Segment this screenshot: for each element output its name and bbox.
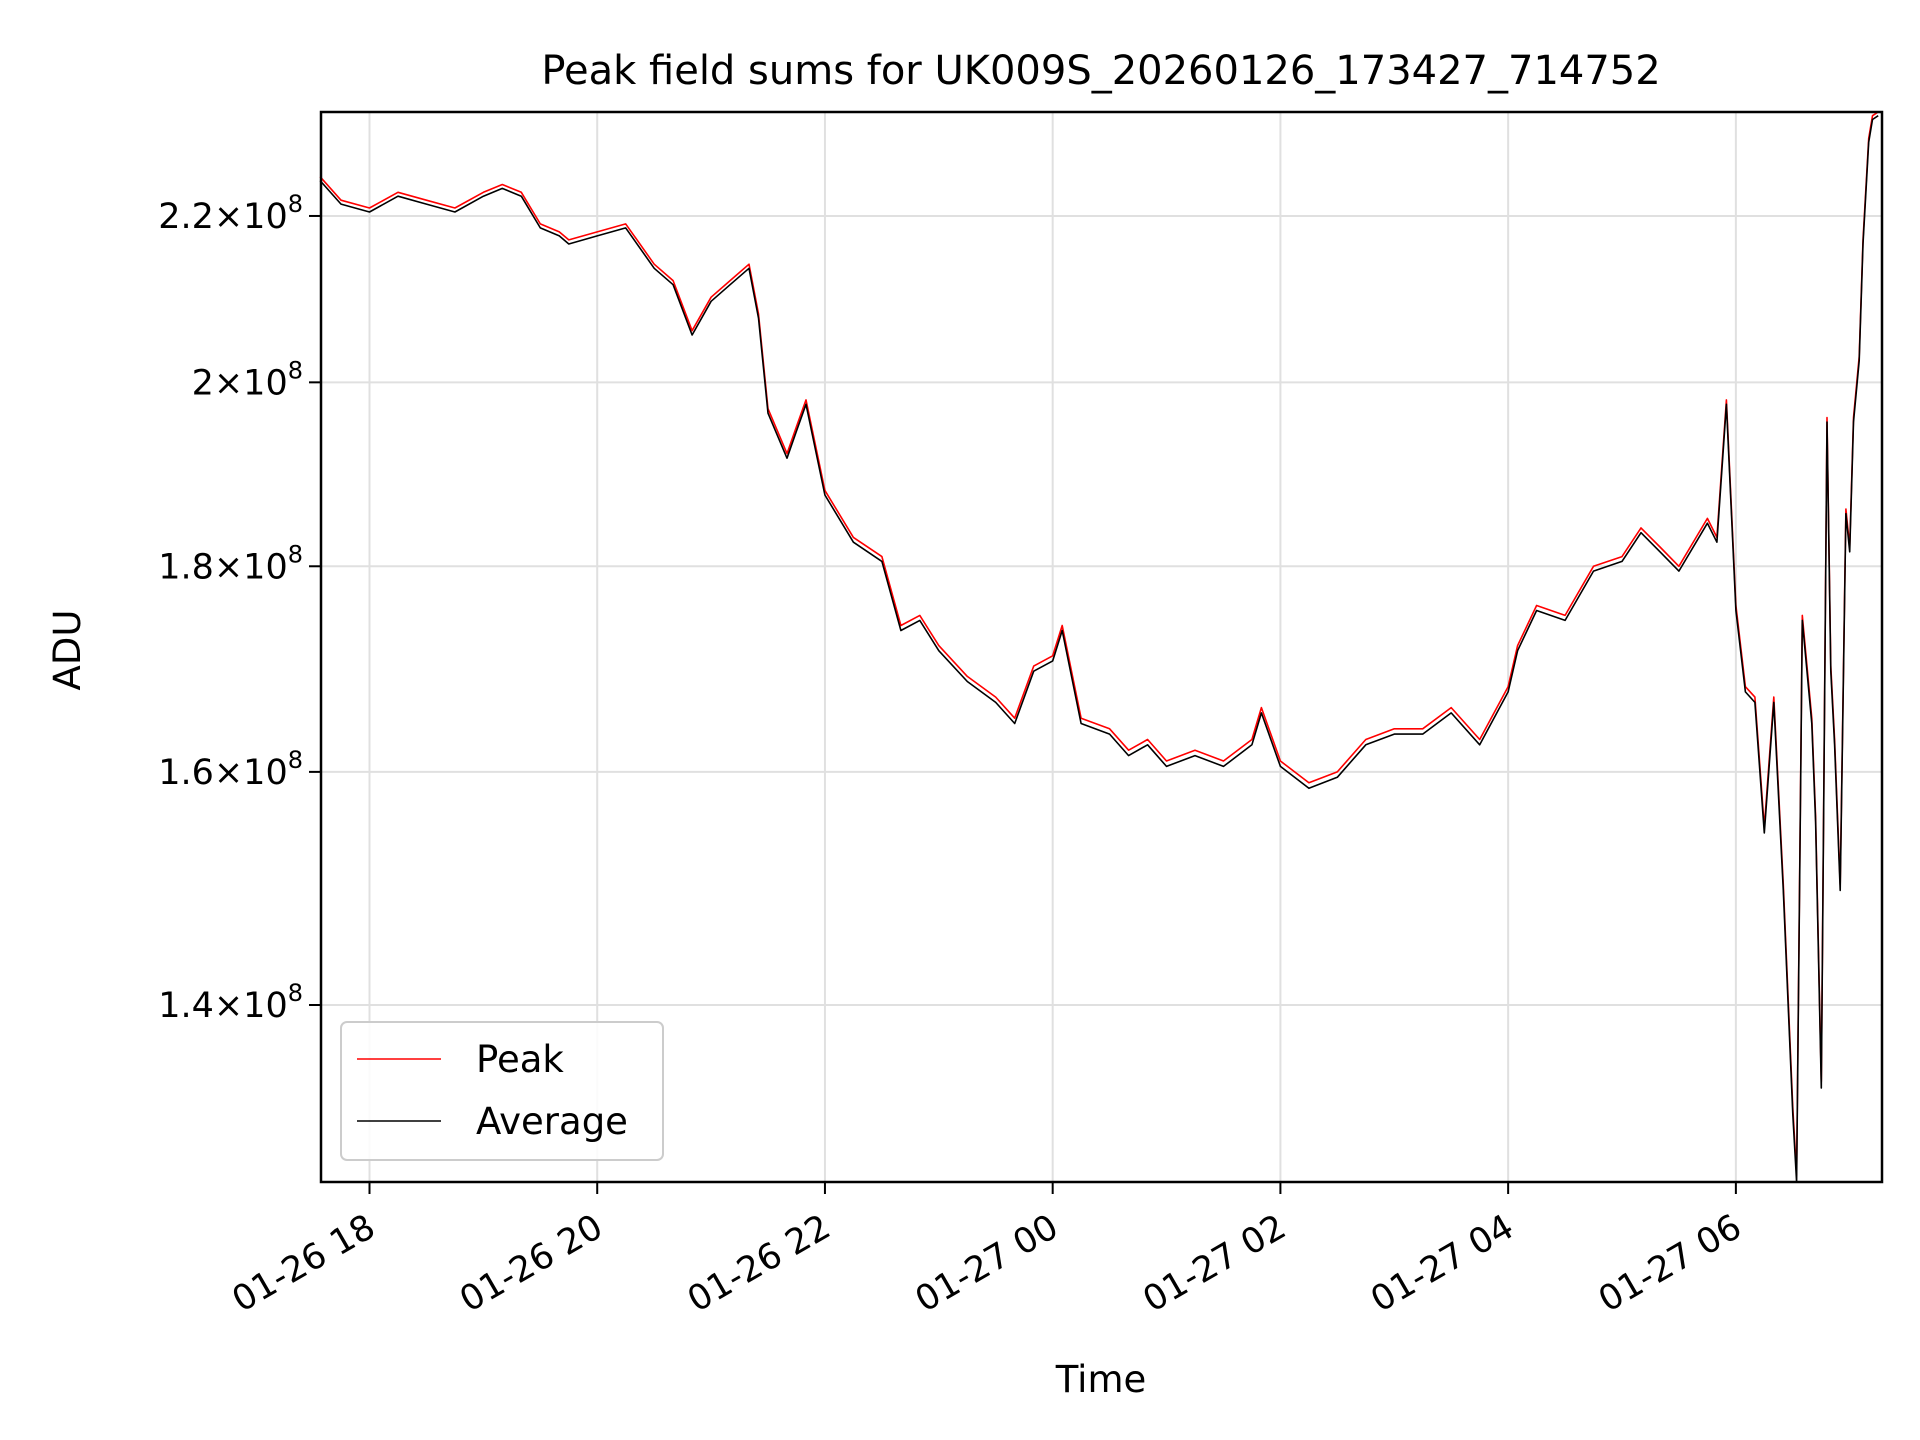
legend: Peak Average (340, 1021, 664, 1161)
series-layer (319, 111, 1879, 1183)
y-axis-label: ADU (46, 610, 89, 691)
y-tick-label: 2.2×108 (158, 190, 303, 237)
x-axis-label: Time (1055, 1358, 1147, 1401)
y-tick-label: 1.8×108 (158, 540, 303, 587)
y-tick-label: 1.4×108 (158, 979, 303, 1026)
grid (321, 112, 1882, 1182)
y-tick-label: 1.6×108 (158, 746, 303, 793)
legend-label-peak: Peak (476, 1038, 564, 1081)
y-axis: 1.4×108 1.6×108 1.8×108 2×108 2.2×108 (158, 190, 321, 1026)
chart-title: Peak field sums for UK009S_20260126_1734… (541, 48, 1660, 94)
legend-label-average: Average (476, 1100, 628, 1143)
legend-box (340, 1021, 664, 1161)
series-line-average (319, 115, 1879, 1183)
y-tick-label: 2×108 (192, 356, 303, 403)
plot-frame (319, 110, 1884, 1184)
